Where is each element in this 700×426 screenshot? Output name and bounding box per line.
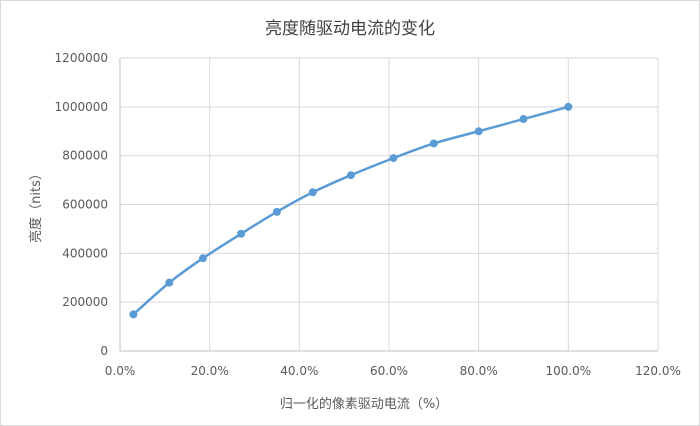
y-tick-label: 400000 [62,246,108,260]
x-tick-label: 20.0% [191,364,229,378]
series-line [132,105,570,316]
x-tick-label: 60.0% [370,364,408,378]
y-tick-label: 800000 [62,149,108,163]
x-axis-label: 归一化的像素驱动电流（%） [280,396,448,412]
data-point [564,102,573,111]
x-tick-labels: 0.0% 20.0% 40.0% 60.0% 80.0% 100.0% 120.0% [105,364,681,378]
data-points [129,102,573,319]
x-tick-label: 80.0% [460,364,498,378]
chart-title: 亮度随驱动电流的变化 [265,19,435,39]
data-point [237,229,246,238]
x-tick-label: 120.0% [635,364,681,378]
data-point [346,171,355,180]
y-axis-label: 亮度（nits） [28,167,44,243]
data-point [308,188,317,197]
data-point [129,310,138,319]
data-point [198,254,207,263]
x-tick-label: 100.0% [545,364,591,378]
data-point [519,115,528,124]
data-point [429,139,438,148]
x-tick-label: 40.0% [280,364,318,378]
y-tick-labels: 0 200000 400000 600000 800000 1000000 1200000 [55,51,108,358]
y-tick-label: 200000 [62,295,108,309]
y-tick-label: 0 [100,344,108,358]
data-point [389,154,398,163]
x-tick-label: 0.0% [105,364,136,378]
y-tick-label: 600000 [62,198,108,212]
data-point [165,278,174,287]
data-point [272,207,281,216]
y-tick-label: 1000000 [55,100,108,114]
data-point [474,127,483,136]
y-tick-label: 1200000 [55,51,108,65]
